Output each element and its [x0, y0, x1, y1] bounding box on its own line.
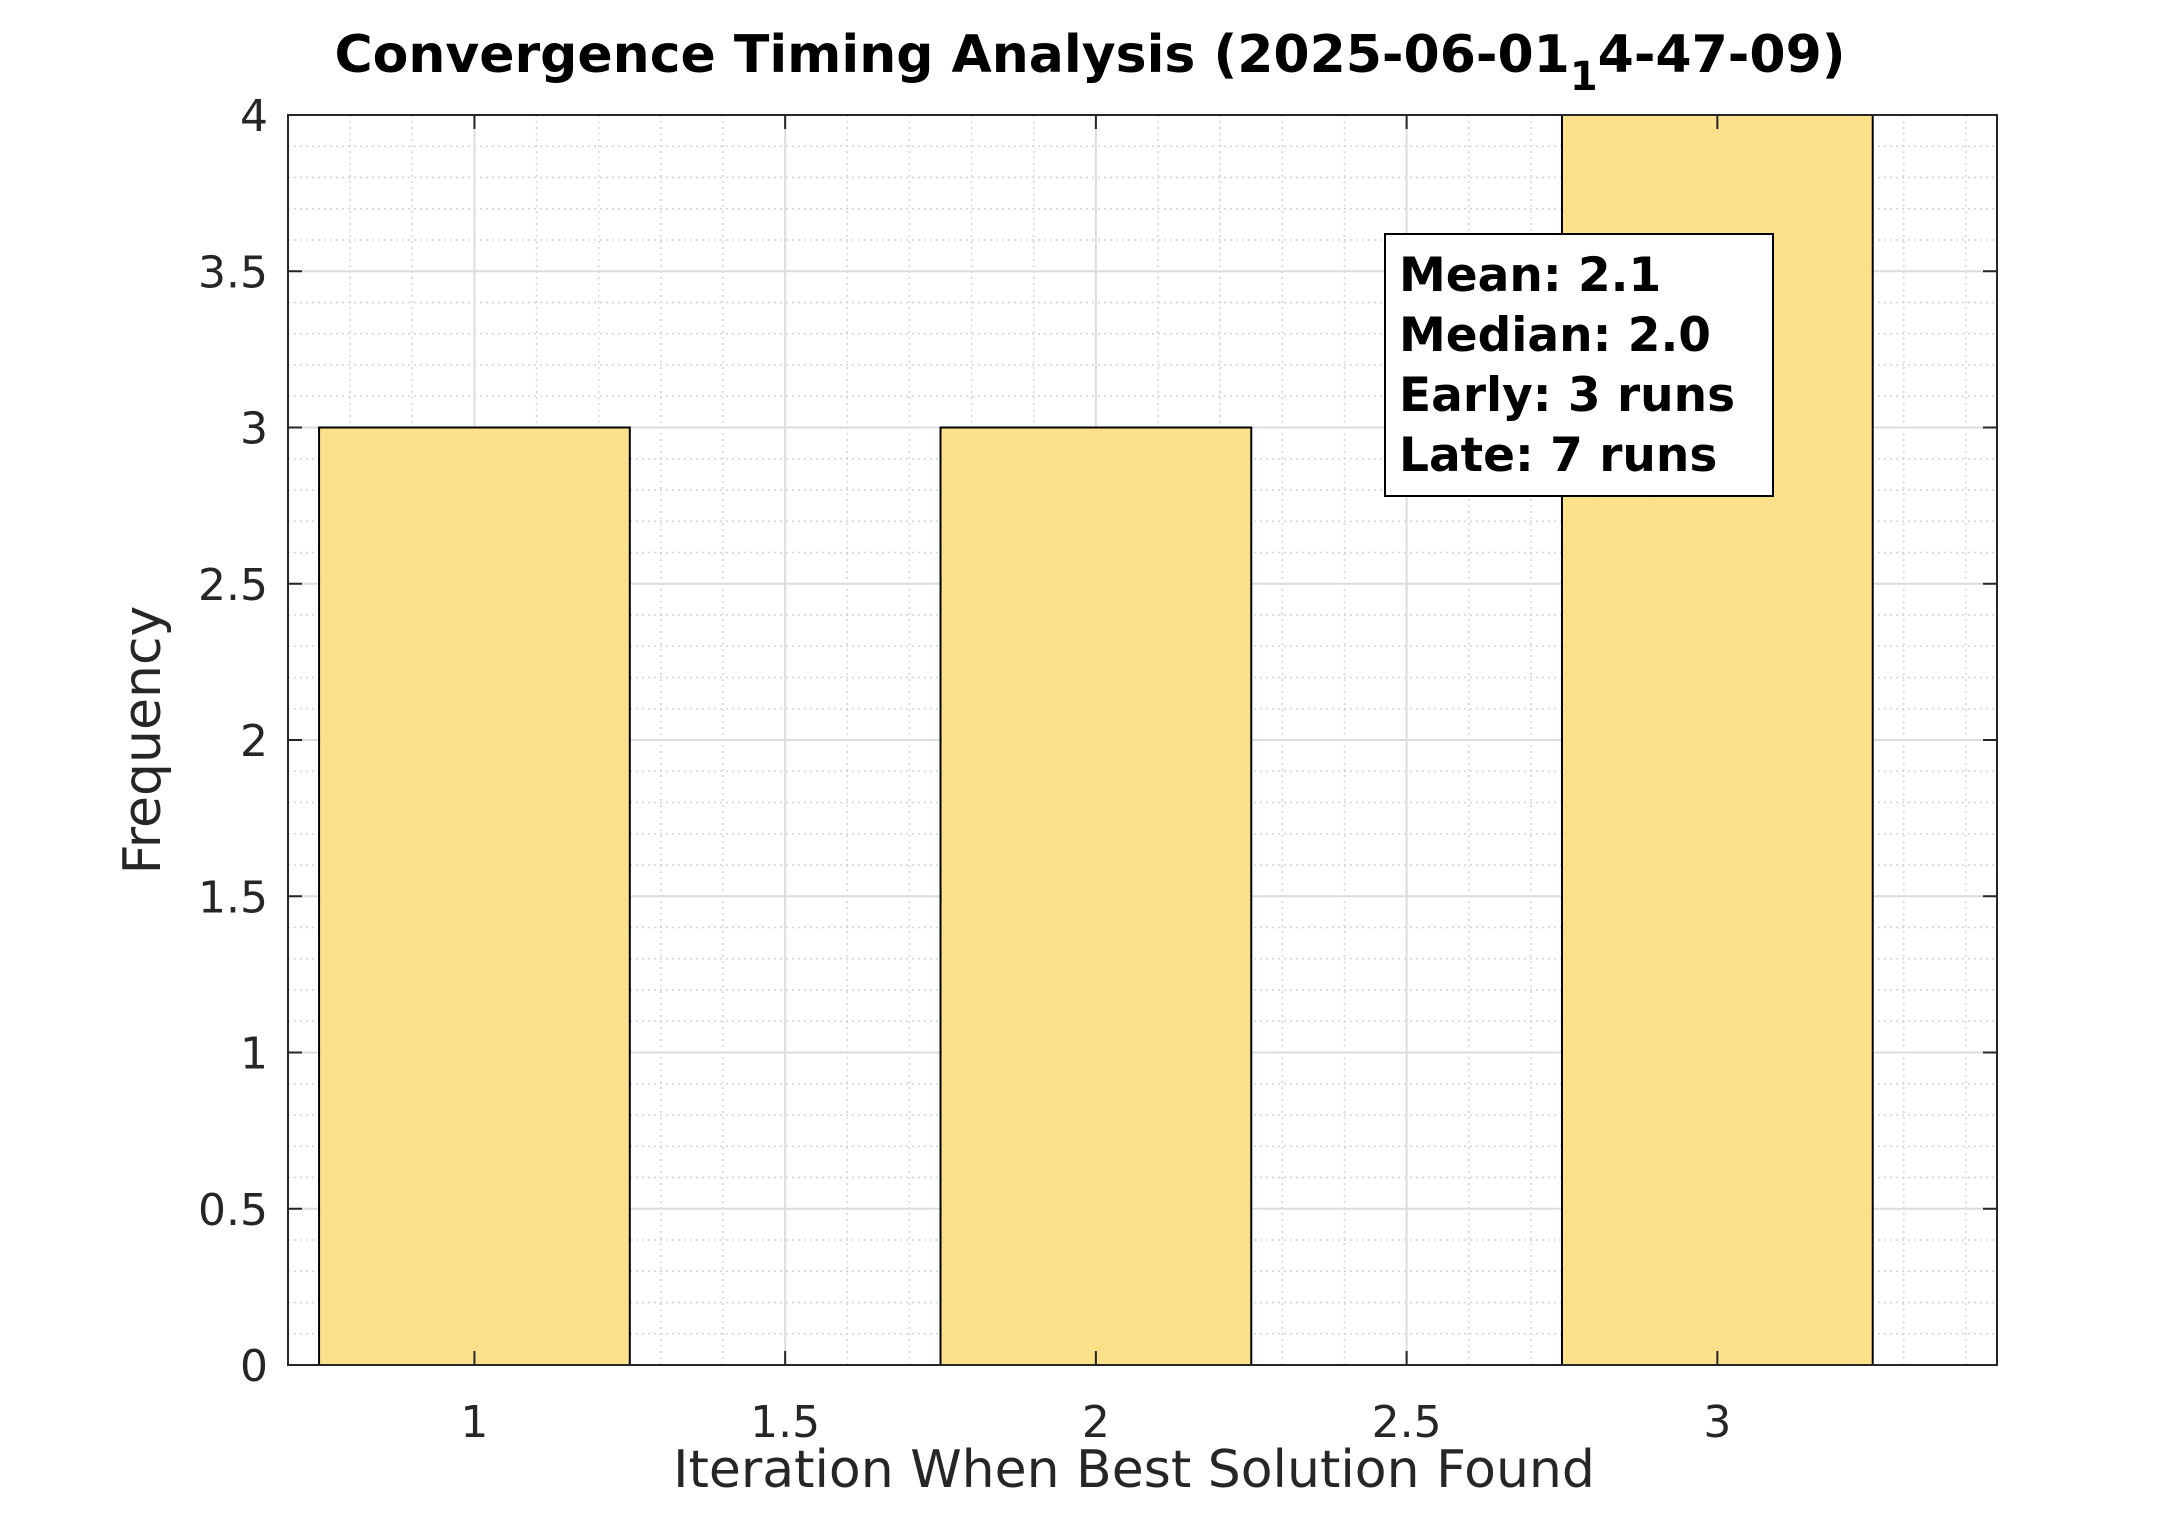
chart-title-main: Convergence Timing Analysis (2025-06-01 — [334, 25, 1569, 85]
stats-mean: Mean: 2.1 — [1399, 248, 1661, 303]
y-tick-label: 0 — [240, 1341, 268, 1392]
stats-box: Mean: 2.1 Median: 2.0 Early: 3 runs Late… — [1384, 233, 1774, 497]
y-tick-label: 2 — [240, 716, 268, 767]
y-tick-label: 4 — [240, 91, 268, 142]
chart-title-subscript: 1 — [1570, 54, 1598, 100]
stats-median: Median: 2.0 — [1399, 308, 1711, 363]
x-tick-label: 3 — [1703, 1397, 1731, 1448]
y-axis-label: Frequency — [113, 606, 173, 875]
y-tick-label: 3.5 — [198, 247, 268, 298]
stats-late: Late: 7 runs — [1399, 428, 1717, 483]
y-tick-label: 0.5 — [198, 1185, 268, 1236]
x-tick-label: 1.5 — [750, 1397, 820, 1448]
chart-title: Convergence Timing Analysis (2025-06-011… — [334, 25, 1845, 100]
y-tick-label: 1 — [240, 1029, 268, 1080]
stats-early: Early: 3 runs — [1399, 368, 1735, 423]
x-tick-label: 1 — [460, 1397, 488, 1448]
stats-box-frame — [1384, 233, 1774, 497]
histogram-bar — [939, 426, 1253, 1366]
chart-title-tail: 4-47-09) — [1598, 25, 1846, 85]
histogram-bar — [318, 426, 631, 1366]
plot-area: 1 1.5 2 2.5 3 0 0.5 1 1.5 2 2.5 3 3.5 4 — [198, 91, 1998, 1448]
y-tick-label: 2.5 — [198, 560, 268, 611]
x-axis-label: Iteration When Best Solution Found — [673, 1440, 1595, 1500]
x-tick-label: 2 — [1082, 1397, 1110, 1448]
x-tick-label: 2.5 — [1372, 1397, 1442, 1448]
y-tick-label: 3 — [240, 404, 268, 455]
y-tick-label: 1.5 — [198, 872, 268, 923]
